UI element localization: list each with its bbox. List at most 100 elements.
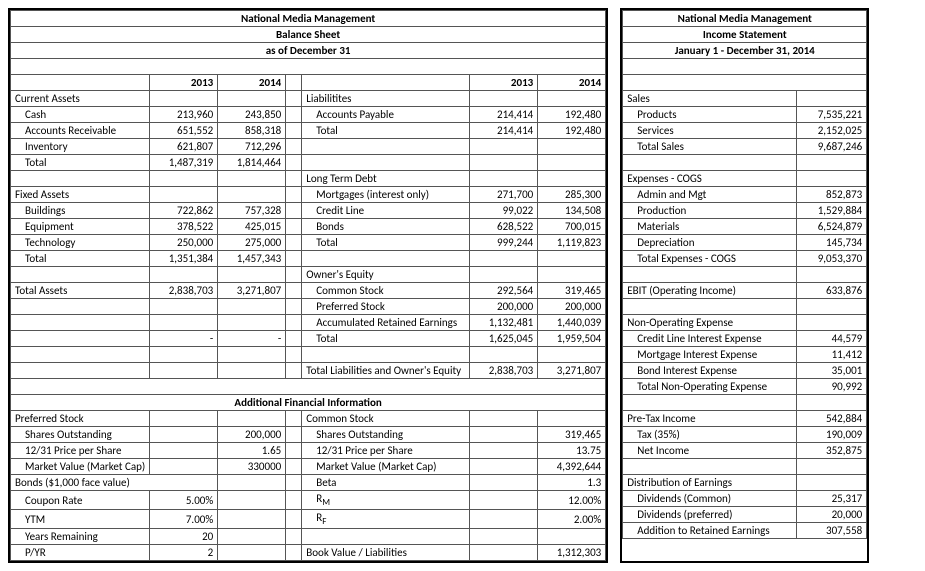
label-liabilities: Liabilitites xyxy=(302,91,470,107)
cl-2014: 134,508 xyxy=(538,203,606,219)
label-divp: Dividends (preferred) xyxy=(623,507,797,523)
bldg-2013: 722,862 xyxy=(150,203,218,219)
label-mie: Mortgage Interest Expense xyxy=(623,347,797,363)
dash-1: - xyxy=(150,331,218,347)
coupon-val: 5.00% xyxy=(150,491,218,510)
label-doe: Distribution of Earnings xyxy=(623,475,797,491)
oe-total-2013: 1,625,045 xyxy=(470,331,538,347)
ltd-total-2013: 999,244 xyxy=(470,235,538,251)
ar-2014: 858,318 xyxy=(218,123,286,139)
ta-2013: 2,838,703 xyxy=(150,283,218,299)
equip-2014: 425,015 xyxy=(218,219,286,235)
label-rf: RF xyxy=(302,510,470,529)
label-admin: Admin and Mgt xyxy=(623,187,797,203)
label-are: Addition to Retained Earnings xyxy=(623,523,797,539)
tle-2014: 3,271,807 xyxy=(538,363,606,379)
label-coupon: Coupon Rate xyxy=(11,491,150,510)
label-beta: Beta xyxy=(302,475,470,491)
label-fixed-assets: Fixed Assets xyxy=(11,187,150,203)
label-common: Common Stock xyxy=(302,411,470,427)
bs-title3: as of December 31 xyxy=(11,43,606,59)
tech-2013: 250,000 xyxy=(150,235,218,251)
ca-total-2013: 1,487,319 xyxy=(150,155,218,171)
label-bonds-afi: Bonds ($1,000 face value) xyxy=(11,475,218,491)
is-title3: January 1 - December 31, 2014 xyxy=(623,43,867,59)
tle-2013: 2,838,703 xyxy=(470,363,538,379)
label-ebit: EBIT (Operating Income) xyxy=(623,283,797,299)
label-cl: Credit Line xyxy=(302,203,470,219)
ytm-val: 7.00% xyxy=(150,510,218,529)
rm-val: 12.00% xyxy=(538,491,606,510)
bonds-2013: 628,522 xyxy=(470,219,538,235)
label-cmv: Market Value (Market Cap) xyxy=(302,459,470,475)
bs-title1: National Media Management xyxy=(11,11,606,27)
afi-title: Additional Financial Information xyxy=(11,395,606,411)
bs-title2: Balance Sheet xyxy=(11,27,606,43)
ap-2014: 192,480 xyxy=(538,107,606,123)
cpps-val: 13.75 xyxy=(538,443,606,459)
products-val: 7,535,221 xyxy=(797,107,867,123)
balance-sheet-panel: National Media Management Balance Sheet … xyxy=(8,8,608,563)
yrs-val: 20 xyxy=(150,529,218,545)
bie-val: 35,001 xyxy=(797,363,867,379)
label-bldg: Buildings xyxy=(11,203,150,219)
bvl-val: 1,312,303 xyxy=(538,545,606,561)
mort-2013: 271,700 xyxy=(470,187,538,203)
tax-val: 190,009 xyxy=(797,427,867,443)
label-prod: Production xyxy=(623,203,797,219)
ca-total-2014: 1,814,464 xyxy=(218,155,286,171)
label-nonop: Non-Operating Expense xyxy=(623,315,797,331)
label-pti: Pre-Tax Income xyxy=(623,411,797,427)
ps-2014: 200,000 xyxy=(538,299,606,315)
label-pps: 12/31 Price per Share xyxy=(11,443,150,459)
label-products: Products xyxy=(623,107,797,123)
is-title1: National Media Management xyxy=(623,11,867,27)
label-pyr: P/YR xyxy=(11,545,150,561)
label-bie: Bond Interest Expense xyxy=(623,363,797,379)
beta-val: 1.3 xyxy=(538,475,606,491)
pyr-val: 2 xyxy=(150,545,218,561)
pps-val: 1.65 xyxy=(218,443,286,459)
mie-val: 11,412 xyxy=(797,347,867,363)
label-ap: Accounts Payable xyxy=(302,107,470,123)
so-val: 200,000 xyxy=(218,427,286,443)
re-2014: 1,440,039 xyxy=(538,315,606,331)
label-cpps: 12/31 Price per Share xyxy=(302,443,470,459)
label-total-sales: Total Sales xyxy=(623,139,797,155)
dep-val: 145,734 xyxy=(797,235,867,251)
bs-year1-b: 2013 xyxy=(470,75,538,91)
bs-year2-a: 2014 xyxy=(218,75,286,91)
label-rm: RM xyxy=(302,491,470,510)
mv-val: 330000 xyxy=(218,459,286,475)
ebit-val: 633,876 xyxy=(797,283,867,299)
cl-2013: 99,022 xyxy=(470,203,538,219)
oe-total-2014: 1,959,504 xyxy=(538,331,606,347)
liab-total-2013: 214,414 xyxy=(470,123,538,139)
label-so: Shares Outstanding xyxy=(11,427,150,443)
label-ps: Preferred Stock xyxy=(302,299,470,315)
are-val: 307,558 xyxy=(797,523,867,539)
total-sales-val: 9,687,246 xyxy=(797,139,867,155)
label-tnoe: Total Non-Operating Expense xyxy=(623,379,797,395)
bs-year1-a: 2013 xyxy=(150,75,218,91)
tnoe-val: 90,992 xyxy=(797,379,867,395)
cso-val: 319,465 xyxy=(538,427,606,443)
label-mv: Market Value (Market Cap) xyxy=(11,459,150,475)
bldg-2014: 757,328 xyxy=(218,203,286,219)
label-ltd: Long Term Debt xyxy=(302,171,470,187)
income-statement-table: National Media Management Income Stateme… xyxy=(622,10,867,539)
label-mat: Materials xyxy=(623,219,797,235)
label-tech: Technology xyxy=(11,235,150,251)
ni-val: 352,875 xyxy=(797,443,867,459)
label-services: Services xyxy=(623,123,797,139)
label-bonds: Bonds xyxy=(302,219,470,235)
label-sales: Sales xyxy=(623,91,797,107)
page: National Media Management Balance Sheet … xyxy=(8,8,917,563)
label-ar: Accounts Receivable xyxy=(11,123,150,139)
services-val: 2,152,025 xyxy=(797,123,867,139)
prod-val: 1,529,884 xyxy=(797,203,867,219)
label-current-assets: Current Assets xyxy=(11,91,150,107)
label-equip: Equipment xyxy=(11,219,150,235)
rf-val: 2.00% xyxy=(538,510,606,529)
cash-2014: 243,850 xyxy=(218,107,286,123)
